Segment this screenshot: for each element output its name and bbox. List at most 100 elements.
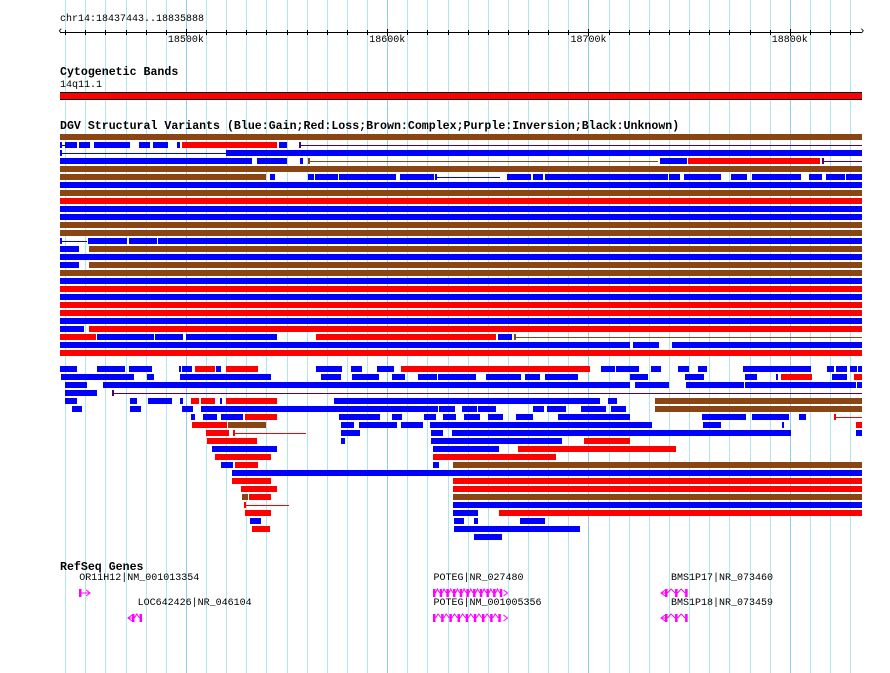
variant-bar-gain[interactable] [129,398,137,404]
variant-bar-gain[interactable] [751,174,801,180]
variant-bar-gain[interactable] [178,366,181,372]
variant-bar-gain[interactable] [179,398,183,404]
variant-bar-gain[interactable] [685,374,705,380]
gene-model-forward[interactable] [430,613,509,623]
variant-bar-gain[interactable] [418,374,437,380]
variant-bar-gain[interactable] [338,174,397,180]
variant-bar-gain[interactable] [400,174,435,180]
variant-bar-complex[interactable] [60,174,267,180]
variant-bar-gain[interactable] [473,534,502,540]
ruler-left-arrow-icon[interactable]: ‹ [57,26,64,38]
variant-bar-gain[interactable] [221,414,244,420]
variant-bar-gain[interactable] [181,366,192,372]
variant-bar-gain[interactable] [433,462,439,468]
variant-bar-complex[interactable] [242,494,249,500]
variant-bar-gain[interactable] [340,438,345,444]
variant-bar-gain[interactable] [545,174,668,180]
variant-bar-loss[interactable] [60,350,862,356]
variant-bar-loss[interactable] [498,510,862,516]
gene-label[interactable]: OR11H12|NM_001013354 [79,573,200,584]
variant-bar-gain[interactable] [547,406,567,412]
variant-connector-gain[interactable] [60,145,67,146]
variant-bar-gain[interactable] [533,174,544,180]
variant-bar-gain[interactable] [350,366,363,372]
variant-bar-loss[interactable] [226,398,278,404]
variant-bar-gain[interactable] [424,414,437,420]
variant-bar-loss[interactable] [518,446,677,452]
variant-bar-gain[interactable] [257,158,287,164]
variant-bar-gain[interactable] [431,430,443,436]
variant-bar-gain[interactable] [678,366,690,372]
variant-bar-gain[interactable] [232,470,862,476]
variant-bar-gain[interactable] [743,366,811,372]
variant-bar-gain[interactable] [220,398,223,404]
variant-bar-complex[interactable] [60,222,862,228]
variant-bar-gain[interactable] [65,382,88,388]
variant-bar-gain[interactable] [856,430,862,436]
variant-bar-gain[interactable] [221,462,234,468]
variant-bar-gain[interactable] [392,414,403,420]
variant-bar-gain[interactable] [278,142,287,148]
variant-connector-inversion[interactable] [112,393,862,394]
variant-bar-gain[interactable] [686,382,745,388]
variant-bar-gain[interactable] [857,382,862,388]
variant-bar-gain[interactable] [338,414,381,420]
variant-bar-gain[interactable] [858,366,862,372]
variant-bar-gain[interactable] [451,430,791,436]
variant-bar-loss[interactable] [89,326,862,332]
gene-model-forward[interactable] [430,587,509,598]
variant-bar-gain[interactable] [181,406,193,412]
variant-bar-gain[interactable] [147,398,172,404]
variant-bar-gain[interactable] [315,366,342,372]
variant-bar-gain[interactable] [65,390,98,396]
variant-bar-gain[interactable] [72,406,83,412]
variant-bar-gain[interactable] [775,374,778,380]
variant-bar-gain[interactable] [270,174,276,180]
variant-bar-gain[interactable] [60,326,85,332]
variant-bar-loss[interactable] [452,486,862,492]
variant-bar-gain[interactable] [703,422,722,428]
variant-bar-gain[interactable] [392,374,406,380]
variant-bar-loss[interactable] [232,478,272,484]
variant-bar-gain[interactable] [61,374,134,380]
variant-connector-complex[interactable] [307,161,658,162]
variant-bar-loss[interactable] [241,486,278,492]
variant-bar-gain[interactable] [401,422,424,428]
variant-bar-gain[interactable] [250,518,262,524]
variant-connector-inversion[interactable] [821,161,862,162]
variant-bar-gain[interactable] [453,526,581,532]
variant-bar-gain[interactable] [103,382,630,388]
variant-bar-gain[interactable] [836,366,848,372]
variant-bar-gain[interactable] [299,158,303,164]
variant-bar-gain[interactable] [516,414,534,420]
variant-bar-gain[interactable] [65,398,78,404]
variant-bar-gain[interactable] [610,406,626,412]
gene-label[interactable]: LOC642426|NR_046104 [137,598,252,609]
variant-bar-gain[interactable] [558,414,630,420]
variant-bar-gain[interactable] [138,142,150,148]
variant-bar-gain[interactable] [152,142,168,148]
variant-bar-gain[interactable] [745,374,757,380]
variant-bar-loss[interactable] [780,374,812,380]
variant-bar-gain[interactable] [320,374,341,380]
variant-bar-gain[interactable] [827,366,835,372]
variant-connector-gain[interactable] [434,177,500,178]
variant-bar-gain[interactable] [216,366,222,372]
variant-bar-gain[interactable] [533,406,545,412]
variant-bar-gain[interactable] [60,158,253,164]
variant-bar-gain[interactable] [650,366,661,372]
variant-bar-gain[interactable] [60,246,80,252]
variant-bar-loss[interactable] [190,398,199,404]
variant-bar-loss[interactable] [60,334,97,340]
variant-bar-complex[interactable] [452,462,862,468]
variant-bar-gain[interactable] [212,446,278,452]
variant-bar-gain[interactable] [60,254,862,260]
variant-bar-gain[interactable] [437,374,476,380]
variant-bar-gain[interactable] [832,374,848,380]
variant-bar-loss[interactable] [181,142,278,148]
variant-bar-gain[interactable] [128,366,152,372]
variant-bar-complex[interactable] [228,422,267,428]
variant-connector-inversion[interactable] [298,145,862,146]
variant-bar-loss[interactable] [191,422,228,428]
variant-bar-gain[interactable] [431,438,563,444]
